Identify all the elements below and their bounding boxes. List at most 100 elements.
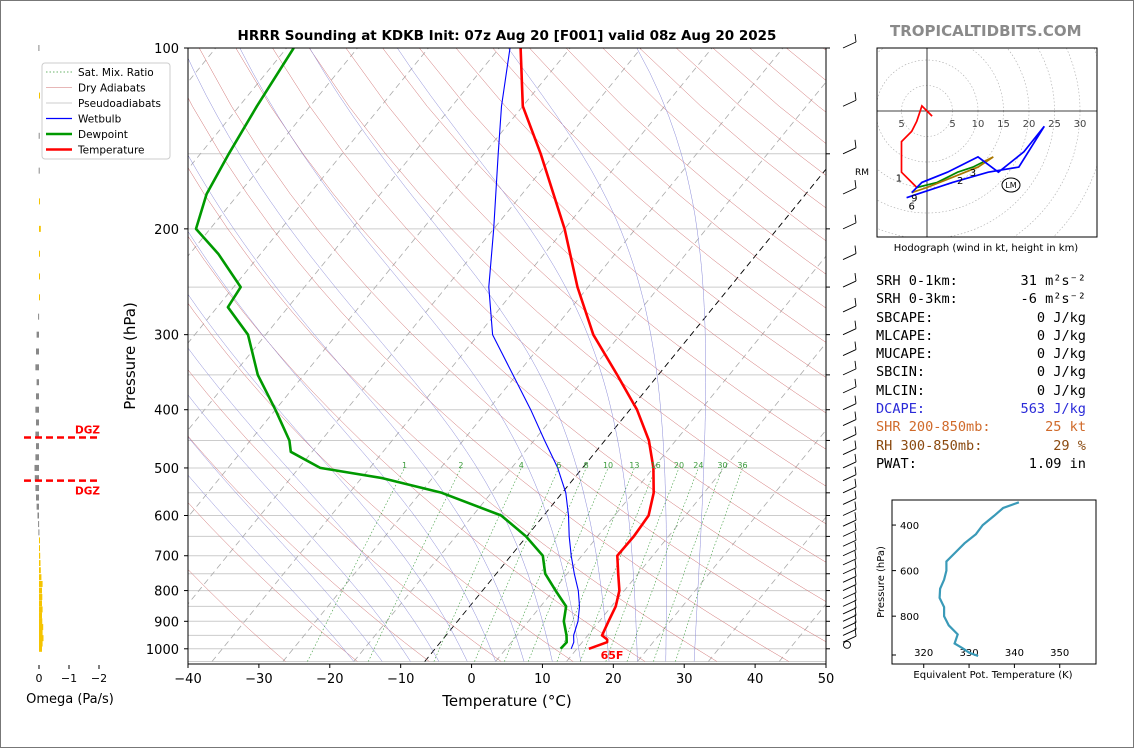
mixing-ratio-line [474,467,559,662]
height-label: 2 [957,176,963,187]
wind-barb [842,529,857,537]
mixing-ratio-line [504,467,587,662]
dry-adiabat [308,48,826,525]
dry-adiabat [455,48,826,378]
omega-bar [39,624,44,631]
theta-x-tick-label: 320 [914,648,933,659]
legend-label: Wetbulb [78,114,122,126]
index-label: SBCAPE: [876,309,934,326]
theta-x-tick-label: 350 [1050,648,1069,659]
pseudoadiabat [397,48,638,662]
wind-barb [842,280,857,288]
wind-barb [854,179,857,189]
hodograph-trace [906,125,1046,199]
index-row: SHR 200-850mb: 25 kt [876,418,1096,436]
height-label: 1 [896,173,902,184]
mixing-ratio-line [626,467,699,662]
dry-adiabat [188,502,358,662]
x-tick-label: 30 [676,672,693,687]
isotherm [424,168,826,662]
wind-barb [854,440,857,449]
wind-barb [842,222,857,230]
dry-adiabat [198,48,826,643]
omega-bar [36,443,39,450]
wind-barb [854,139,857,148]
legend-label: Sat. Mix. Ratio [78,67,154,79]
y-tick-label: 500 [154,462,179,477]
index-row: SRH 0-3km: -6 m²s⁻² [876,290,1096,308]
index-value: 0 J/kg [1036,327,1086,344]
skew-t-xlabel: Temperature (°C) [441,692,571,710]
dry-adiabat [272,48,826,563]
dgz-label: DGZ [75,425,100,437]
index-value: 31 m²s⁻² [1020,273,1086,289]
wind-barb [842,509,857,516]
isotherm [637,429,826,662]
skew-t-plot: −40 −30 −20 −10 0 10 20 30 40 50 100 200 300 400 500 60… [41,42,834,710]
omega-bar [35,454,39,461]
calm-circle [843,640,851,649]
wind-barb [854,541,857,550]
wind-barb [842,403,857,411]
ring-label: 30 [1074,119,1087,130]
dry-adiabat [188,167,718,662]
wind-barb [854,576,857,585]
wind-barb [854,607,857,616]
x-tick-label: 0 [467,672,475,687]
mixing-ratio-line [528,467,609,662]
rm-label: RM [855,168,869,178]
index-row: SBCIN: 0 J/kg [876,363,1096,381]
omega-bar [39,574,42,581]
wind-barb [842,368,857,376]
ring-label: 25 [1048,119,1061,130]
omega-tick-label: −2 [91,672,107,685]
hodograph-frame [876,47,1098,238]
theta-x-tick-label: 340 [1005,648,1024,659]
wind-barb [854,501,857,510]
omega-bar [39,92,40,99]
pseudoadiabat [188,293,468,662]
theta-y-tick-label: 600 [900,567,919,578]
mixing-ratio-line [307,467,405,662]
dry-adiabat [419,48,826,414]
dry-adiabat [188,435,430,662]
wind-barb [842,434,857,441]
hodograph-trace [916,161,984,189]
omega-bar [39,294,40,301]
index-row: MLCAPE: 0 J/kg [876,327,1096,345]
wind-barb [842,349,857,356]
omega-bar [36,379,39,386]
dry-adiabat [492,48,826,343]
mixing-ratio-label: 2 [458,461,463,470]
omega-bar [39,225,41,232]
wind-barb [854,466,857,475]
mixing-ratio-label: 10 [603,461,613,470]
wind-barb [854,411,857,420]
x-tick-label: 10 [534,672,551,687]
wind-barb [854,273,857,282]
y-tick-label: 400 [154,404,179,419]
wind-barb [854,568,857,577]
wind-barb [842,539,857,547]
indices-table: SRH 0-1km: 31 m²s⁻² SRH 0-3km: -6 m²s⁻² SBCA… [876,272,1096,473]
wind-barb [854,395,857,404]
y-tick-label: 900 [154,615,179,630]
mixing-ratio-label: 16 [651,461,661,470]
x-tick-label: −30 [245,672,272,687]
omega-bar [39,640,43,647]
site-watermark: TROPICALTIDBITS.COM [890,22,1082,40]
omega-bar [39,552,41,559]
x-tick-label: −20 [316,672,343,687]
hodograph-trace [900,104,933,189]
wind-barb [854,378,857,387]
wind-barb [842,474,857,482]
pseudoadiabat [188,154,525,662]
wind-barb [842,419,857,426]
wind-barb [854,621,857,630]
pseudoadiabat [188,57,553,662]
wind-barb [842,567,857,575]
omega-bar [38,313,40,320]
omega-bar [39,645,42,652]
omega-bar [39,606,43,613]
y-tick-label: 100 [154,42,179,57]
